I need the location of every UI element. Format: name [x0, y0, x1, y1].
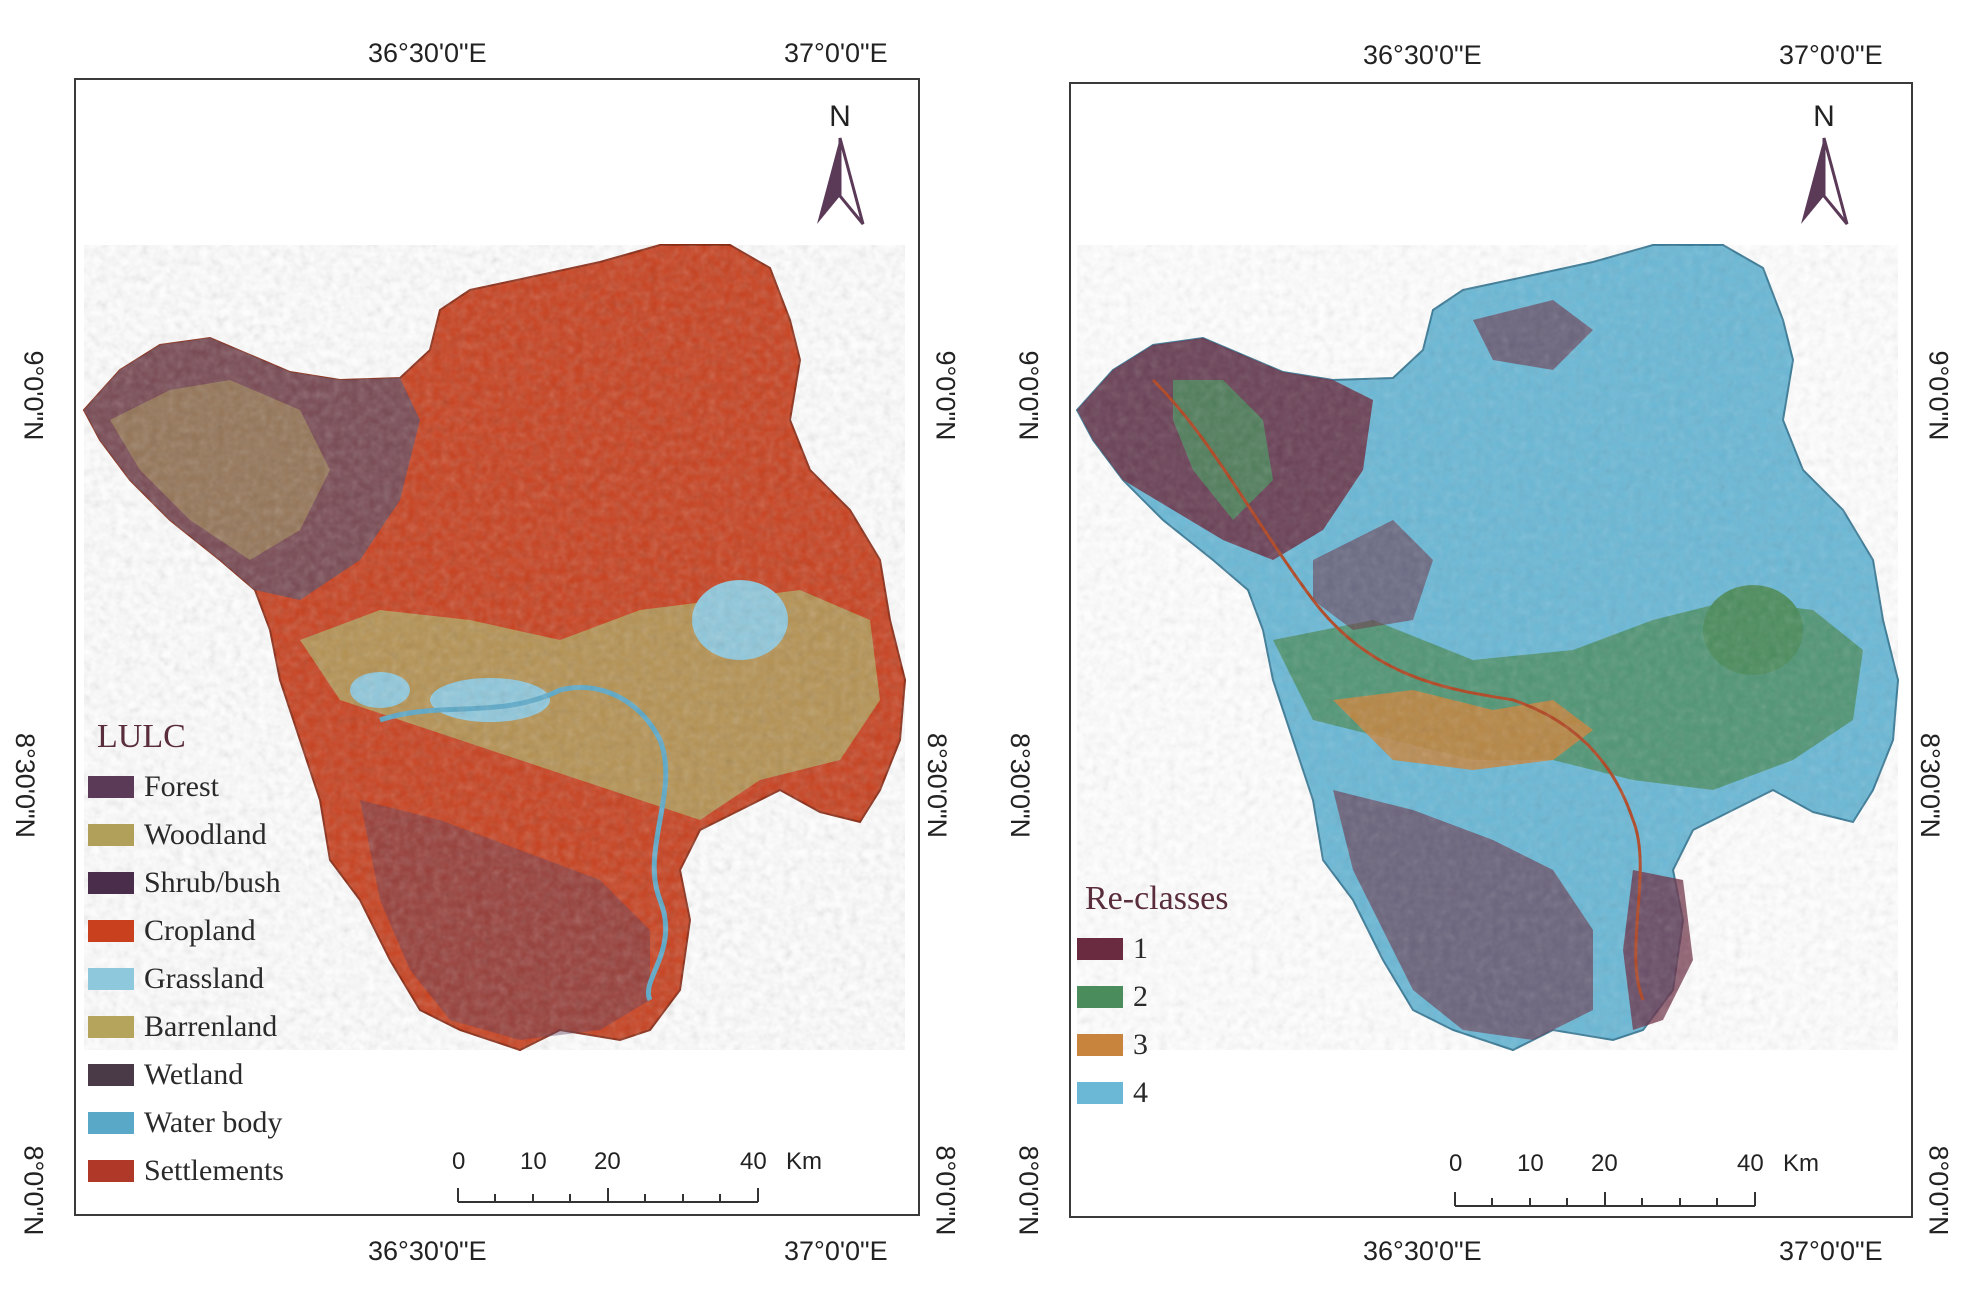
- legend-swatch: [88, 1160, 134, 1182]
- legend-title: LULC: [97, 718, 186, 755]
- legend-item-water-body: Water body: [88, 1106, 282, 1140]
- legend-item-settlements: Settlements: [88, 1154, 284, 1188]
- legend-item-class-2: 2: [1077, 980, 1148, 1014]
- legend-item-cropland: Cropland: [88, 914, 256, 948]
- legend-swatch: [1077, 986, 1123, 1008]
- reclass-map-panel: 36°30'0"E 37°0'0"E 36°30'0"E 37°0'0"E 9°…: [993, 0, 1986, 1298]
- scale-unit: Km: [1783, 1150, 1819, 1177]
- legend-item-woodland: Woodland: [88, 818, 267, 852]
- legend-swatch: [88, 920, 134, 942]
- north-arrow-icon: N: [817, 100, 865, 225]
- scale-label-10: 10: [1517, 1150, 1544, 1177]
- bottom-lon-label-right: 37°0'0"E: [784, 1236, 888, 1266]
- svg-text:N: N: [1813, 100, 1835, 133]
- legend-swatch: [88, 776, 134, 798]
- scale-unit: Km: [786, 1148, 822, 1175]
- legend-item-barrenland: Barrenland: [88, 1010, 277, 1044]
- bottom-lon-label-left: 36°30'0"E: [368, 1236, 487, 1266]
- legend-swatch: [88, 1064, 134, 1086]
- top-lon-label-right: 37°0'0"E: [784, 38, 888, 68]
- legend-swatch: [88, 824, 134, 846]
- svg-text:N: N: [829, 100, 851, 133]
- scale-label-0: 0: [1449, 1150, 1463, 1177]
- top-lon-label-right: 37°0'0"E: [1779, 40, 1883, 70]
- legend-swatch: [1077, 1082, 1123, 1104]
- legend-swatch: [1077, 1034, 1123, 1056]
- legend-item-class-4: 4: [1077, 1076, 1148, 1110]
- top-lon-label-left: 36°30'0"E: [368, 38, 487, 68]
- legend-swatch: [88, 1016, 134, 1038]
- legend-title: Re-classes: [1085, 880, 1229, 917]
- top-lon-label-left: 36°30'0"E: [1363, 40, 1482, 70]
- legend-item-wetland: Wetland: [88, 1058, 243, 1092]
- scale-bar: [457, 1188, 759, 1203]
- scale-label-20: 20: [1591, 1150, 1618, 1177]
- legend-swatch: [88, 872, 134, 894]
- legend-item-shrub-bush: Shrub/bush: [88, 866, 281, 900]
- scale-label-10: 10: [520, 1148, 547, 1175]
- scale-label-20: 20: [594, 1148, 621, 1175]
- bottom-lon-label-left: 36°30'0"E: [1363, 1236, 1482, 1266]
- scale-label-0: 0: [452, 1148, 466, 1175]
- lulc-watershed: [82, 244, 907, 1052]
- reclass-watershed: [1075, 244, 1900, 1052]
- legend-swatch: [88, 968, 134, 990]
- legend-item-grassland: Grassland: [88, 962, 264, 996]
- legend-item-class-3: 3: [1077, 1028, 1148, 1062]
- scale-label-40: 40: [1737, 1150, 1764, 1177]
- scale-label-40: 40: [740, 1148, 767, 1175]
- legend-swatch: [88, 1112, 134, 1134]
- bottom-lon-label-right: 37°0'0"E: [1779, 1236, 1883, 1266]
- scale-bar: [1454, 1192, 1756, 1207]
- lulc-map-panel: 36°30'0"E 37°0'0"E 36°30'0"E 37°0'0"E 9°…: [10, 38, 960, 1266]
- north-arrow-icon: N: [1801, 100, 1849, 225]
- legend-swatch: [1077, 938, 1123, 960]
- legend-item-class-1: 1: [1077, 932, 1148, 966]
- legend-item-forest: Forest: [88, 770, 219, 804]
